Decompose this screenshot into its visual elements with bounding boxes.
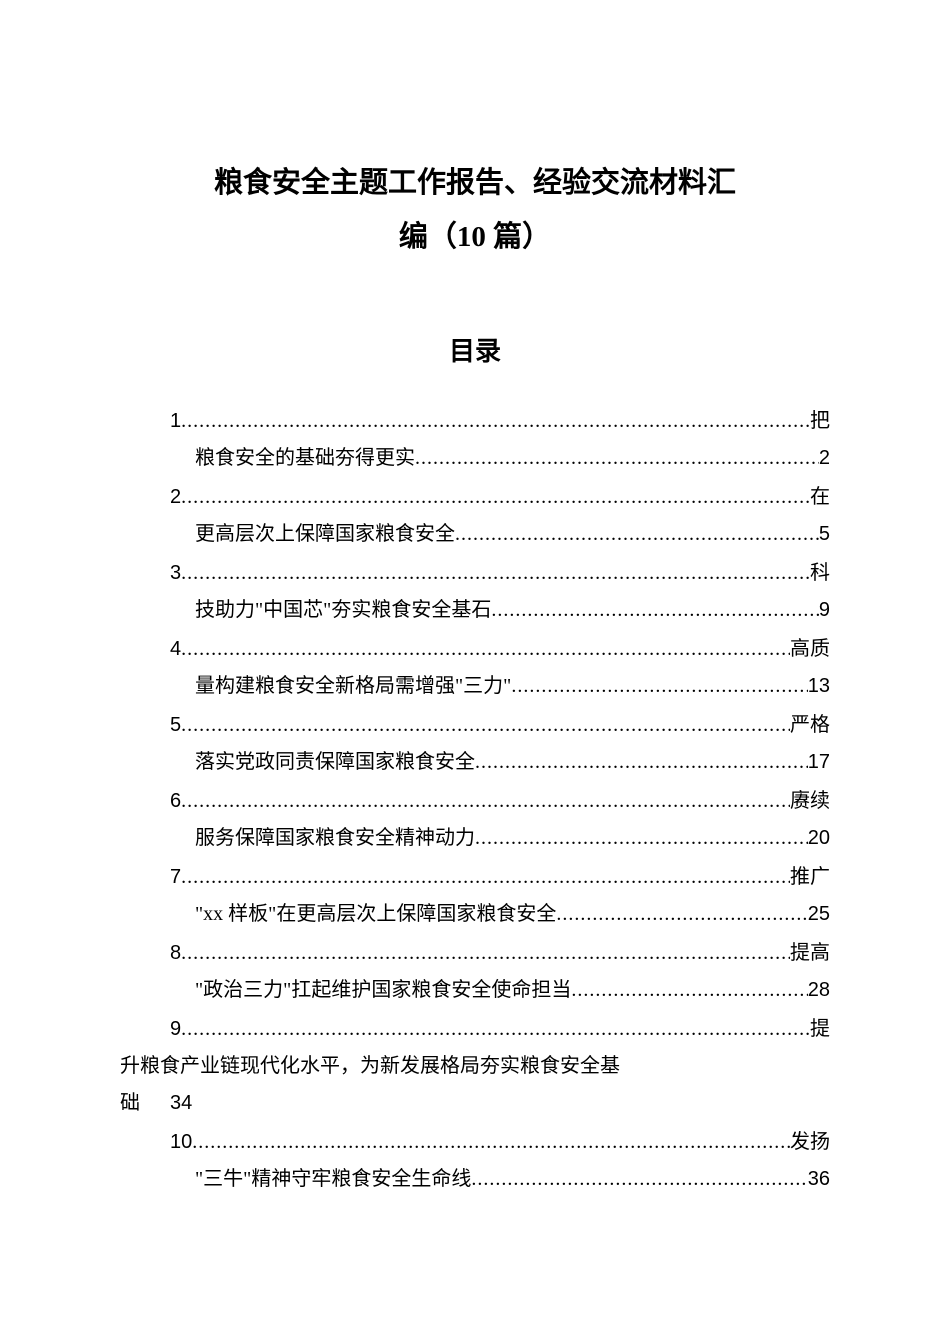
toc-entry: 4.......................................… [120,631,830,705]
toc-dots: ........................................… [571,972,807,1009]
toc-entry-number: 6 [170,783,181,820]
toc-dots: ........................................… [181,935,790,972]
toc-entry-title: "政治三力"扛起维护国家粮食安全使命担当 [195,972,571,1009]
toc-entry-suffix: 推广 [790,859,830,896]
toc-entry-page: 17 [808,744,830,781]
toc-entry-line2: 粮食安全的基础夯得更实.............................… [120,440,830,477]
toc-dots: ........................................… [491,592,819,629]
document-title-line1: 粮食安全主题工作报告、经验交流材料汇 [120,160,830,206]
toc-entry-suffix: 提 [810,1011,830,1048]
toc-dots: ........................................… [181,555,810,592]
toc-entry-title: 服务保障国家粮食安全精神动力 [195,820,475,857]
toc-entry-page: 20 [808,820,830,857]
toc-entry-line1: 2.......................................… [120,479,830,516]
toc-entry-title: 技助力"中国芯"夯实粮食安全基石 [195,592,491,629]
toc-dots: ........................................… [471,1161,807,1198]
toc-dots: ........................................… [181,631,790,668]
toc-entry-line2: "三牛"精神守牢粮食安全生命线.........................… [120,1161,830,1198]
toc-entry-suffix: 发扬 [790,1124,830,1161]
toc-entry-line1: 1.......................................… [120,403,830,440]
toc-entry-line2: 服务保障国家粮食安全精神动力..........................… [120,820,830,857]
toc-entry-suffix: 科 [810,555,830,592]
toc-entry: 2.......................................… [120,479,830,553]
toc-entry: 7.......................................… [120,859,830,933]
toc-entry: 9.......................................… [120,1011,830,1122]
toc-entry-page: 9 [819,592,830,629]
toc-entry-number: 4 [170,631,181,668]
toc-entry-line1: 4.......................................… [120,631,830,668]
toc-entry-number: 8 [170,935,181,972]
toc-dots: ........................................… [181,783,790,820]
toc-entry-line2: 技助力"中国芯"夯实粮食安全基石........................… [120,592,830,629]
toc-entry: 10......................................… [120,1124,830,1198]
toc-entry-line2: 量构建粮食安全新格局需增强"三力".......................… [120,668,830,705]
toc-entry-line1: 8.......................................… [120,935,830,972]
toc-entry-page: 13 [808,668,830,705]
toc-entry-title-wrap1: 升粮食产业链现代化水平，为新发展格局夯实粮食安全基 [120,1048,830,1085]
toc-entry-title: "三牛"精神守牢粮食安全生命线 [195,1161,471,1198]
toc-dots: ........................................… [181,1011,810,1048]
toc-entry-title: "xx 样板"在更高层次上保障国家粮食安全 [195,896,556,933]
document-page: 粮食安全主题工作报告、经验交流材料汇 编（10 篇） 目录 1.........… [120,160,830,1198]
toc-entry: 3.......................................… [120,555,830,629]
toc-entry-line1: 9.......................................… [120,1011,830,1048]
toc-entry-line2: "xx 样板"在更高层次上保障国家粮食安全...................… [120,896,830,933]
toc-entry-suffix: 提高 [790,935,830,972]
toc-entry-number: 3 [170,555,181,592]
toc-entry-page: 28 [808,972,830,1009]
toc-entry-page: 34 [170,1085,192,1122]
toc-entry-suffix: 高质 [790,631,830,668]
toc-entry-line1: 3.......................................… [120,555,830,592]
toc-entry-page: 2 [819,440,830,477]
toc-entry-number: 5 [170,707,181,744]
toc-entry-page: 36 [808,1161,830,1198]
toc-container: 1.......................................… [120,403,830,1198]
toc-dots: ........................................… [415,440,819,477]
toc-entry-title: 量构建粮食安全新格局需增强"三力" [195,668,511,705]
toc-entry-line2: 落实党政同责保障国家粮食安全..........................… [120,744,830,781]
toc-entry-title: 更高层次上保障国家粮食安全 [195,516,455,553]
toc-entry-number: 7 [170,859,181,896]
toc-entry-suffix: 在 [810,479,830,516]
toc-entry-number: 10 [170,1124,192,1161]
toc-dots: ........................................… [181,707,790,744]
toc-dots: ........................................… [556,896,807,933]
toc-entry-title-wrap2: 础 34 [120,1085,830,1122]
toc-entry-suffix: 把 [810,403,830,440]
toc-entry-line1: 7.......................................… [120,859,830,896]
toc-dots: ........................................… [181,479,810,516]
toc-dots: ........................................… [475,744,808,781]
toc-dots: ........................................… [511,668,807,705]
toc-entry-line2: "政治三力"扛起维护国家粮食安全使命担当....................… [120,972,830,1009]
toc-header: 目录 [120,331,830,368]
toc-entry-line1: 10......................................… [120,1124,830,1161]
toc-dots: ........................................… [181,403,810,440]
toc-dots: ........................................… [181,859,790,896]
toc-entry-page: 5 [819,516,830,553]
toc-entry-suffix: 赓续 [790,783,830,820]
toc-entry-page: 25 [808,896,830,933]
toc-dots: ........................................… [192,1124,790,1161]
toc-entry-suffix: 严格 [790,707,830,744]
toc-entry: 5.......................................… [120,707,830,781]
toc-entry: 6.......................................… [120,783,830,857]
toc-entry-number: 1 [170,403,181,440]
toc-entry-title: 落实党政同责保障国家粮食安全 [195,744,475,781]
toc-entry-number: 2 [170,479,181,516]
document-title-line2: 编（10 篇） [120,214,830,260]
toc-entry-line1: 5.......................................… [120,707,830,744]
toc-entry-title: 粮食安全的基础夯得更实 [195,440,415,477]
toc-entry-line1: 6.......................................… [120,783,830,820]
toc-dots: ........................................… [475,820,808,857]
toc-dots: ........................................… [455,516,819,553]
toc-entry: 8.......................................… [120,935,830,1009]
toc-entry-wrap-char: 础 [120,1085,140,1122]
toc-entry-number: 9 [170,1011,181,1048]
toc-entry: 1.......................................… [120,403,830,477]
toc-entry-line2: 更高层次上保障国家粮食安全...........................… [120,516,830,553]
